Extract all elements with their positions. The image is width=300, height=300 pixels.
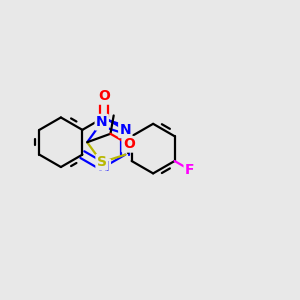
Text: F: F	[185, 163, 194, 177]
Text: N: N	[98, 160, 110, 174]
Text: N: N	[96, 115, 107, 129]
Text: S: S	[97, 155, 107, 169]
Text: O: O	[123, 137, 135, 151]
Text: O: O	[98, 89, 110, 103]
Text: N: N	[119, 123, 131, 137]
